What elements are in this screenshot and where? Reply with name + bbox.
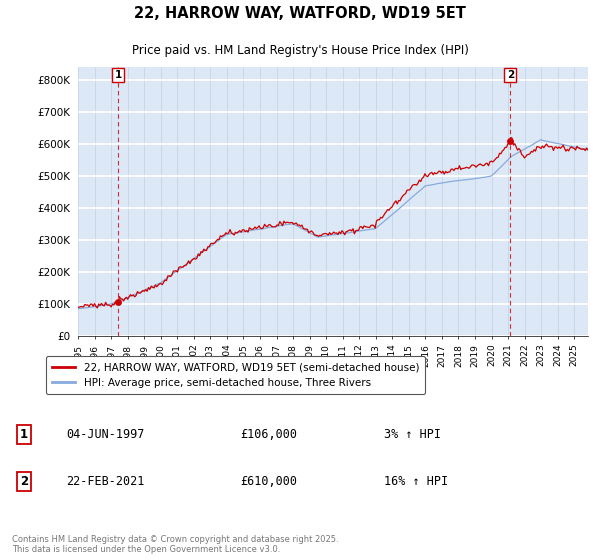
Text: £106,000: £106,000 xyxy=(240,428,297,441)
Text: 2: 2 xyxy=(20,475,28,488)
Text: Price paid vs. HM Land Registry's House Price Index (HPI): Price paid vs. HM Land Registry's House … xyxy=(131,44,469,57)
Text: 16% ↑ HPI: 16% ↑ HPI xyxy=(384,475,448,488)
Text: 1: 1 xyxy=(20,428,28,441)
Text: 22-FEB-2021: 22-FEB-2021 xyxy=(66,475,145,488)
Text: 1: 1 xyxy=(115,70,122,80)
Text: 22, HARROW WAY, WATFORD, WD19 5ET: 22, HARROW WAY, WATFORD, WD19 5ET xyxy=(134,6,466,21)
Text: 04-JUN-1997: 04-JUN-1997 xyxy=(66,428,145,441)
Legend: 22, HARROW WAY, WATFORD, WD19 5ET (semi-detached house), HPI: Average price, sem: 22, HARROW WAY, WATFORD, WD19 5ET (semi-… xyxy=(46,356,425,394)
Text: 2: 2 xyxy=(506,70,514,80)
Text: 3% ↑ HPI: 3% ↑ HPI xyxy=(384,428,441,441)
Text: Contains HM Land Registry data © Crown copyright and database right 2025.
This d: Contains HM Land Registry data © Crown c… xyxy=(12,535,338,554)
Text: £610,000: £610,000 xyxy=(240,475,297,488)
